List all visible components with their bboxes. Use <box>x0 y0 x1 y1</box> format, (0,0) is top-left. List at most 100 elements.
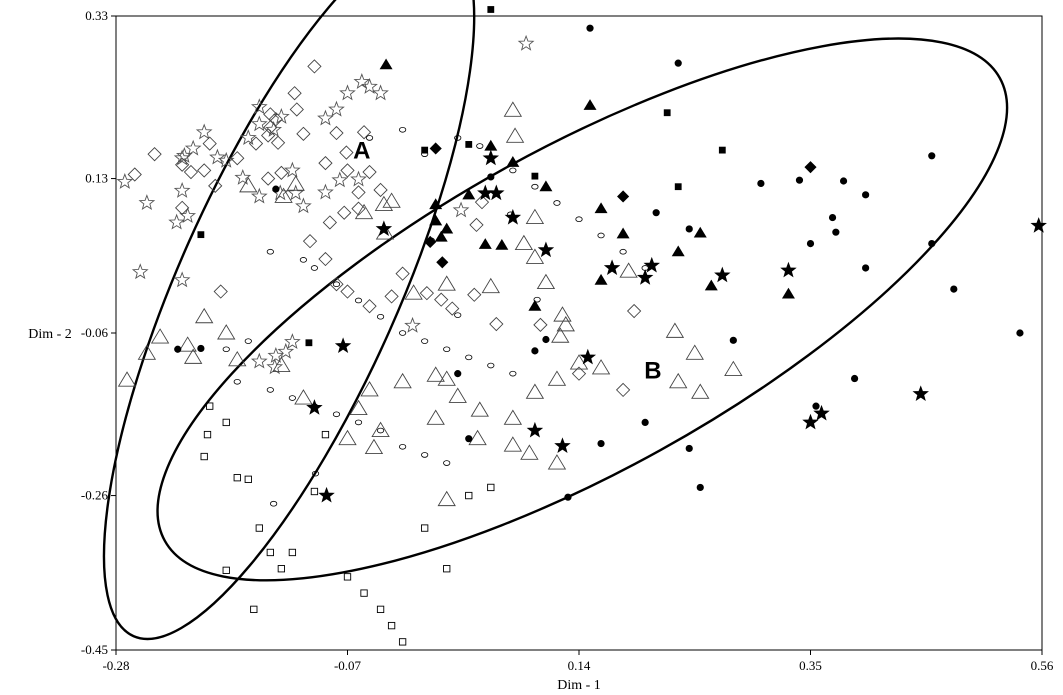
point-triangle-filled <box>594 273 608 285</box>
point-star-open <box>239 129 257 146</box>
point-diamond-filled <box>436 256 449 269</box>
point-circle-filled <box>839 177 848 185</box>
point-circle-filled <box>928 239 936 248</box>
point-triangle-filled <box>429 198 443 210</box>
point-circle-open <box>421 338 429 344</box>
point-circle-filled <box>806 239 815 248</box>
point-triangle-open <box>724 360 743 377</box>
point-star-filled <box>318 486 335 503</box>
point-triangle-open <box>437 490 456 507</box>
point-star-open <box>267 346 285 363</box>
point-diamond-open <box>373 182 388 198</box>
point-diamond-open <box>356 125 372 140</box>
point-square-open <box>321 430 330 439</box>
point-triangle-open <box>349 399 368 416</box>
point-square-filled <box>674 183 682 191</box>
point-diamond-open <box>260 171 276 186</box>
point-star-open <box>250 187 268 204</box>
point-triangle-open <box>117 371 137 387</box>
point-triangle-open <box>274 187 293 203</box>
point-triangle-open <box>371 421 390 437</box>
point-triangle-open <box>468 429 487 446</box>
point-star-filled <box>482 149 500 166</box>
point-triangle-open <box>239 177 258 193</box>
cluster-ellipse-a <box>102 0 476 641</box>
point-triangle-open <box>150 328 170 344</box>
point-circle-open <box>443 460 451 466</box>
point-triangle-open <box>426 366 445 382</box>
point-triangle-open <box>448 387 467 403</box>
point-triangle-open <box>194 307 214 324</box>
point-triangle-open <box>228 350 247 367</box>
point-triangle-open <box>364 438 384 455</box>
point-diamond-open <box>318 251 333 267</box>
point-circle-open <box>399 126 407 133</box>
point-diamond-open <box>337 205 352 220</box>
point-triangle-open <box>286 175 305 191</box>
point-circle-open <box>553 200 561 206</box>
point-diamond-open <box>147 147 162 162</box>
point-circle-open <box>244 338 252 344</box>
point-diamond-open <box>302 234 318 249</box>
point-star-open <box>353 73 371 89</box>
point-star-filled <box>603 259 621 275</box>
point-square-filled <box>465 141 473 148</box>
point-star-open <box>287 184 305 201</box>
point-diamond-open <box>339 145 354 160</box>
point-square-open <box>222 566 230 574</box>
point-circle-open <box>222 346 230 353</box>
point-triangle-open <box>354 203 374 220</box>
point-circle-open <box>365 135 374 141</box>
point-diamond-open <box>230 151 245 166</box>
point-star-open <box>284 333 301 350</box>
point-diamond-open <box>307 59 322 74</box>
point-diamond-open <box>533 317 548 333</box>
point-star-open <box>131 263 149 280</box>
point-circle-open <box>619 248 627 255</box>
plot-frame <box>115 15 1043 651</box>
point-circle-filled <box>531 347 539 355</box>
point-diamond-open <box>318 155 333 171</box>
point-triangle-open <box>481 277 501 294</box>
point-diamond-open <box>384 289 399 304</box>
point-star-open <box>404 316 421 333</box>
point-triangle-open <box>217 324 236 340</box>
point-circle-filled <box>174 345 182 353</box>
point-triangle-open <box>525 248 545 264</box>
point-diamond-open <box>362 299 377 314</box>
point-circle-open <box>299 257 308 263</box>
point-star-open <box>173 181 191 198</box>
point-circle-open <box>421 452 429 458</box>
point-circle-filled <box>641 418 649 427</box>
y-tick-label: 0.33 <box>85 8 108 23</box>
point-diamond-open <box>626 303 642 319</box>
point-square-open <box>222 418 230 427</box>
point-diamond-open <box>260 128 276 143</box>
point-circle-filled <box>652 209 660 217</box>
point-circle-open <box>270 500 278 507</box>
point-star-filled <box>488 184 505 201</box>
point-star-open <box>173 149 191 166</box>
point-star-open <box>372 84 389 101</box>
point-triangle-filled <box>583 99 597 110</box>
point-star-open <box>517 34 535 51</box>
point-diamond-filled <box>617 190 630 203</box>
point-square-open <box>360 589 368 597</box>
point-circle-filled <box>812 402 820 410</box>
point-star-filled <box>912 385 929 401</box>
point-square-open <box>487 483 495 492</box>
point-triangle-filled <box>478 238 492 249</box>
point-triangle-open <box>685 344 704 360</box>
point-star-filled <box>526 421 544 438</box>
point-square-filled <box>487 6 495 13</box>
point-square-open <box>206 402 214 410</box>
point-square-open <box>387 621 396 630</box>
point-diamond-filled <box>429 142 442 155</box>
point-circle-filled <box>729 336 737 344</box>
point-diamond-open <box>489 316 504 332</box>
point-triangle-open <box>404 284 423 300</box>
point-triangle-open <box>547 370 567 386</box>
point-circle-open <box>266 248 274 255</box>
point-circle-filled <box>685 444 693 453</box>
